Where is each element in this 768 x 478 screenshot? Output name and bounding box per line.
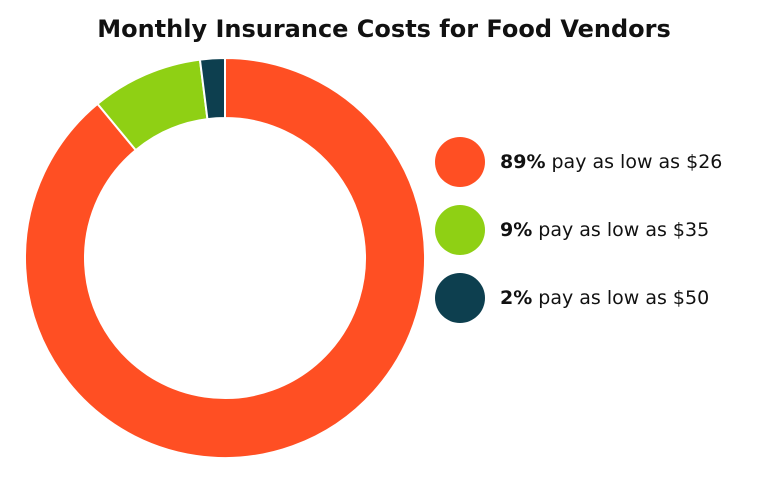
legend-category: pay as low as $35 xyxy=(538,219,709,241)
legend-swatch xyxy=(435,205,485,255)
legend-label: 2% pay as low as $50 xyxy=(500,287,709,309)
legend-value: 9% xyxy=(500,219,532,241)
legend-value: 89% xyxy=(500,151,545,173)
chart-title: Monthly Insurance Costs for Food Vendors xyxy=(97,15,671,43)
legend-swatch xyxy=(435,273,485,323)
legend-label: 9% pay as low as $35 xyxy=(500,219,709,241)
pie-slice xyxy=(198,56,226,121)
legend-swatch xyxy=(435,137,485,187)
legend-category: pay as low as $50 xyxy=(538,287,709,309)
legend-value: 2% xyxy=(500,287,532,309)
legend-category: pay as low as $26 xyxy=(551,151,722,173)
pie-slice xyxy=(24,56,426,459)
legend-label: 89% pay as low as $26 xyxy=(500,151,722,173)
